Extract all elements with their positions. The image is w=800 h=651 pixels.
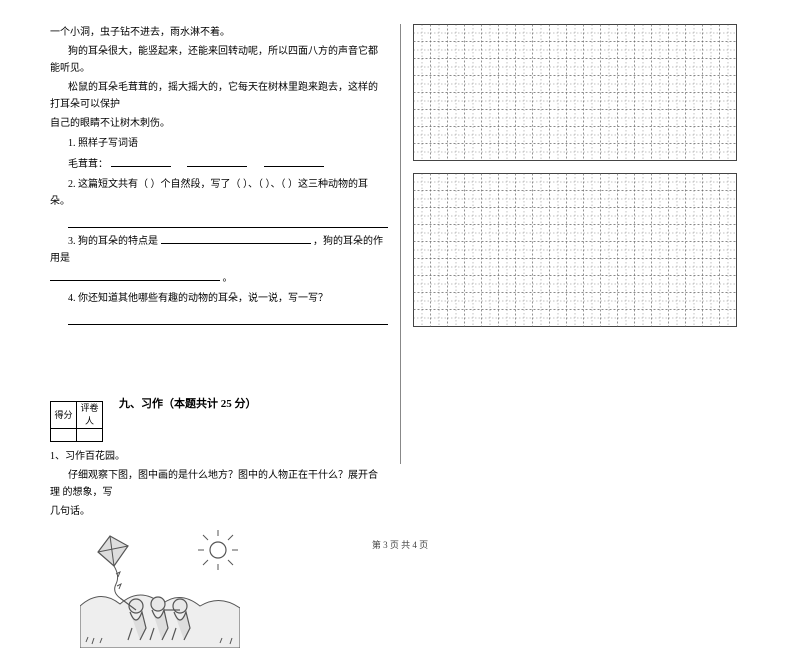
writing-grid-top[interactable] (413, 24, 751, 161)
passage-line-2: 狗的耳朵很大，能竖起来，还能来回转动呢，所以四面八方的声音它都能听见。 (50, 43, 388, 77)
question-4: 4. 你还知道其他哪些有趣的动物的耳朵，说一说，写一写？ (50, 290, 388, 307)
question-3: 3. 狗的耳朵的特点是 ，狗的耳朵的作用是 (50, 232, 388, 267)
writing-prompt-b: 几句话。 (50, 503, 388, 520)
passage-line-1: 一个小洞，虫子钻不进去，雨水淋不着。 (50, 24, 388, 41)
blank[interactable] (264, 155, 324, 167)
blank[interactable] (187, 155, 247, 167)
left-column: 一个小洞，虫子钻不进去，雨水淋不着。 狗的耳朵很大，能竖起来，还能来回转动呢，所… (50, 24, 401, 464)
score-box: 得分 评卷人 (50, 401, 103, 442)
writing-grid-bottom[interactable] (413, 173, 751, 327)
answer-line[interactable] (68, 311, 388, 325)
question-1: 1. 照样子写词语 (50, 135, 388, 152)
answer-line[interactable] (68, 214, 388, 228)
question-1-example: 毛茸茸： (50, 155, 388, 173)
grader-cell[interactable] (77, 429, 103, 442)
q3-part-a: 3. 狗的耳朵的特点是 (68, 236, 158, 247)
passage-line-3: 松鼠的耳朵毛茸茸的，摇大摇大的，它每天在树林里跑来跑去，这样的打耳朵可以保护 (50, 79, 388, 113)
score-header-2: 评卷人 (77, 402, 103, 429)
q3-part-c: 。 (223, 273, 233, 284)
writing-prompt-a: 仔细观察下图，图中画的是什么地方？图中的人物正在干什么？展开合理 的想象，写 (50, 467, 388, 501)
right-column (401, 24, 751, 464)
score-header-1: 得分 (51, 402, 77, 429)
passage-line-4: 自己的眼睛不让树木刺伤。 (50, 115, 388, 132)
writing-item-1: 1、习作百花园。 (50, 448, 388, 465)
question-3-cont: 。 (50, 269, 388, 287)
section-9-header: 得分 评卷人 九、习作（本题共计 25 分） (50, 363, 388, 442)
q1-example-label: 毛茸茸： (68, 159, 108, 170)
question-2: 2. 这篇短文共有（ ）个自然段，写了（ ）、（ ）、（ ）这三种动物的耳朵。 (50, 176, 388, 210)
section-9-title: 九、习作（本题共计 25 分） (119, 395, 257, 411)
blank[interactable] (50, 269, 220, 281)
score-cell[interactable] (51, 429, 77, 442)
page-footer: 第 3 页 共 4 页 (0, 538, 800, 551)
blank[interactable] (111, 155, 171, 167)
blank[interactable] (161, 232, 311, 244)
